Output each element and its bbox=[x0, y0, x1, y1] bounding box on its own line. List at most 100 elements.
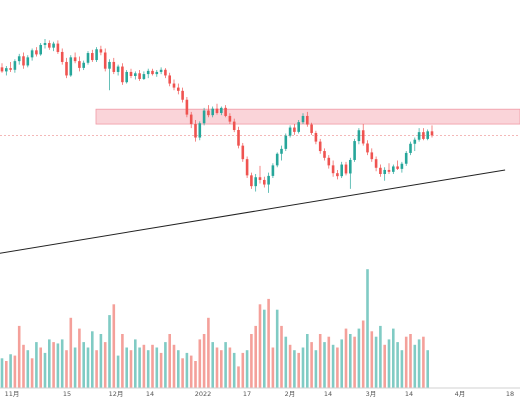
candle-body bbox=[134, 73, 137, 76]
volume-bar bbox=[194, 361, 197, 388]
candle bbox=[422, 128, 425, 141]
candle-body bbox=[331, 165, 335, 174]
volume-bar bbox=[413, 344, 417, 388]
volume-bar bbox=[379, 325, 382, 388]
candle bbox=[164, 68, 167, 79]
volume-bar bbox=[168, 334, 171, 388]
candle bbox=[284, 133, 288, 152]
candle bbox=[379, 164, 382, 177]
volume-bar bbox=[361, 320, 365, 388]
candle-body bbox=[215, 108, 219, 113]
volume-bar bbox=[366, 269, 369, 388]
candle bbox=[82, 60, 85, 71]
candle-body bbox=[306, 115, 309, 125]
volume-bar bbox=[78, 328, 81, 388]
candle-body bbox=[185, 99, 189, 115]
candle-body bbox=[370, 152, 374, 160]
volume-bar bbox=[116, 355, 120, 388]
volume-bar bbox=[353, 336, 356, 388]
candle bbox=[366, 140, 369, 156]
volume-bar bbox=[108, 315, 111, 388]
candle-body bbox=[263, 179, 266, 185]
candle bbox=[306, 111, 309, 127]
candle-body bbox=[99, 49, 103, 53]
candle-body bbox=[17, 56, 21, 62]
candle bbox=[215, 103, 219, 115]
volume-bar bbox=[426, 350, 429, 388]
volume-bar bbox=[241, 352, 245, 388]
candle-body bbox=[56, 43, 60, 52]
candle bbox=[52, 41, 55, 52]
candle-body bbox=[387, 169, 391, 172]
volume-bar bbox=[0, 358, 4, 388]
volume-bar bbox=[306, 334, 309, 388]
x-tick-label: 14 bbox=[146, 390, 154, 398]
candle bbox=[189, 111, 193, 129]
candle-body bbox=[194, 124, 197, 138]
candle-body bbox=[228, 115, 232, 122]
volume-bar bbox=[245, 350, 249, 388]
candle bbox=[245, 156, 249, 179]
volume-bar bbox=[207, 317, 210, 388]
volume-bar bbox=[91, 331, 94, 388]
candle-body bbox=[336, 173, 339, 177]
candle bbox=[430, 125, 434, 138]
candle-body bbox=[73, 57, 77, 62]
volume-bar bbox=[48, 339, 51, 388]
volume-bar bbox=[9, 354, 12, 388]
candle-body bbox=[413, 139, 417, 144]
volume-bar bbox=[409, 334, 412, 388]
volume-bar bbox=[52, 342, 55, 388]
candle-body bbox=[138, 73, 141, 79]
candle-body bbox=[293, 127, 296, 132]
candle-body bbox=[383, 169, 386, 174]
candle-body bbox=[392, 166, 395, 172]
candle-body bbox=[35, 50, 38, 55]
volume-bar bbox=[318, 334, 322, 388]
candle bbox=[340, 161, 343, 179]
candle bbox=[404, 151, 408, 166]
candle bbox=[17, 53, 21, 65]
candle-body bbox=[172, 83, 176, 88]
volume-bar bbox=[370, 331, 374, 388]
candle-body bbox=[60, 51, 64, 62]
volume-bar bbox=[134, 339, 137, 388]
volume-bar bbox=[340, 339, 343, 388]
x-tick-label: 12月 bbox=[109, 390, 124, 398]
candle-body bbox=[198, 123, 202, 138]
volume-bar bbox=[146, 350, 150, 388]
volume-bar bbox=[344, 328, 348, 388]
candle-body bbox=[357, 130, 361, 142]
candle-body bbox=[250, 175, 253, 187]
candle bbox=[69, 55, 73, 77]
candle-body bbox=[95, 49, 98, 61]
candle-body bbox=[301, 115, 305, 123]
candle bbox=[103, 48, 107, 72]
candle bbox=[202, 107, 206, 126]
candle-body bbox=[288, 127, 292, 136]
volume-bar bbox=[327, 336, 331, 388]
candle-body bbox=[189, 114, 193, 125]
candle-body bbox=[241, 145, 245, 160]
candle-body bbox=[103, 52, 107, 69]
candle-body bbox=[39, 44, 42, 55]
candle bbox=[146, 68, 150, 79]
candle bbox=[13, 59, 17, 73]
candle bbox=[30, 48, 34, 61]
candle bbox=[22, 52, 25, 69]
volume-bar bbox=[69, 317, 73, 388]
volume-bar bbox=[103, 342, 107, 388]
candle bbox=[228, 113, 232, 125]
candle bbox=[86, 51, 90, 65]
candle-body bbox=[30, 50, 34, 58]
candle-body bbox=[5, 68, 8, 72]
candle-body bbox=[177, 87, 180, 91]
x-tick-label: 14 bbox=[324, 390, 332, 398]
volume-bar bbox=[323, 342, 326, 388]
candle-body bbox=[121, 66, 124, 83]
volume-bar bbox=[99, 334, 103, 388]
candle bbox=[207, 105, 210, 118]
candle bbox=[392, 164, 395, 174]
candle-body bbox=[146, 70, 150, 75]
candle bbox=[155, 70, 159, 77]
